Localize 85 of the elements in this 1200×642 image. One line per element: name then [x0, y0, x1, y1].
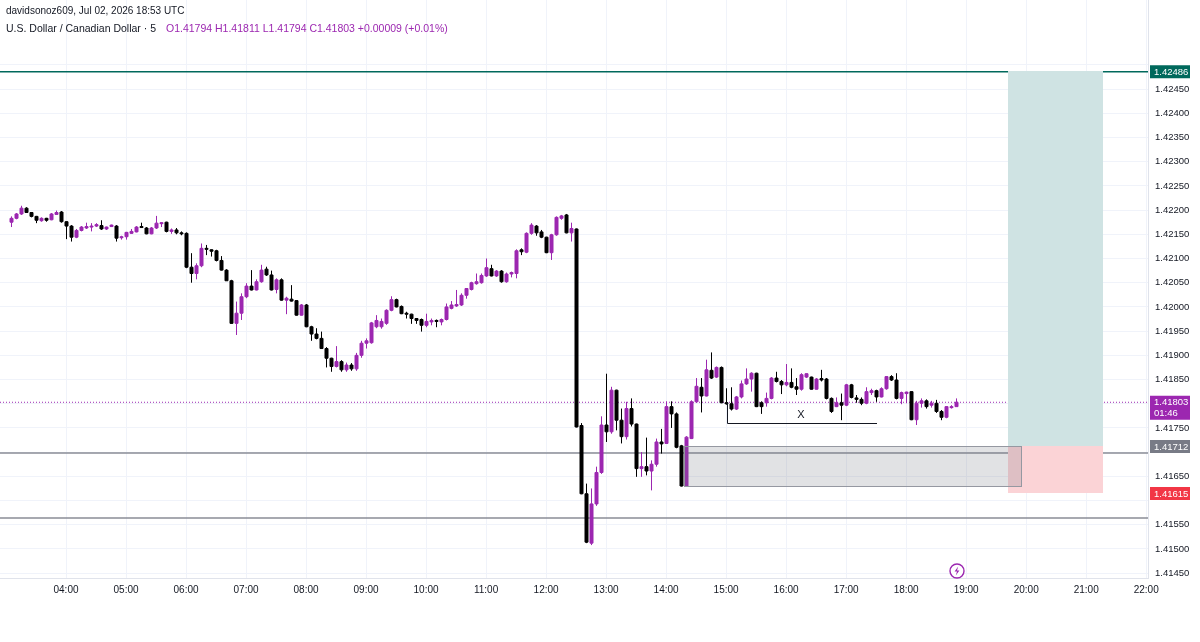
candlestick	[519, 247, 524, 256]
x-tick-label: 11:00	[473, 583, 499, 595]
candlestick	[639, 451, 644, 478]
text: O1.41794 H1.41811 L1.41794 C1.41803 +0.00009 (+0.01%)	[165, 22, 448, 34]
candlestick	[699, 377, 704, 413]
x-tick-label: 05:00	[113, 583, 139, 595]
candlestick	[814, 377, 819, 391]
x-tick-label: 07:00	[233, 583, 259, 595]
y-tick-label: 1.42450	[1155, 82, 1190, 94]
ref-line-label: 1.41803 01:46	[1154, 396, 1189, 419]
x-tick-label: 10:00	[413, 583, 440, 595]
candlestick	[99, 219, 104, 231]
candlestick	[784, 363, 789, 387]
y-tick-label: 1.42000	[1155, 300, 1190, 312]
candlestick	[164, 221, 169, 233]
x-tick-label: 14:00	[653, 583, 680, 595]
y-tick-label: 1.42250	[1155, 179, 1190, 191]
y-tick-label: 1.42300	[1155, 155, 1190, 167]
candlestick	[284, 296, 289, 315]
candlestick	[609, 386, 614, 435]
candlestick	[564, 213, 569, 234]
candlestick	[299, 303, 304, 317]
y-tick-label: 1.42350	[1155, 131, 1190, 143]
y-tick-label: 1.41850	[1155, 373, 1190, 385]
candlestick	[274, 277, 279, 294]
candlestick	[909, 390, 914, 421]
candlestick	[834, 396, 839, 408]
candlestick	[344, 362, 349, 373]
x-tick-label: 21:00	[1073, 583, 1100, 595]
x-tick-label: 17:00	[833, 583, 860, 595]
candlestick	[499, 269, 504, 284]
x-tick-label: 20:00	[1013, 583, 1040, 595]
y-tick-label: 1.41450	[1155, 566, 1190, 578]
x-tick-label: 04:00	[53, 583, 79, 595]
x-tick-label: 22:00	[1133, 583, 1160, 595]
x-tick-label: 18:00	[893, 583, 920, 595]
x-tick-label: 15:00	[713, 583, 740, 595]
candlestick	[664, 400, 669, 445]
candlestick	[704, 359, 709, 397]
candlestick	[489, 264, 494, 277]
candlestick	[809, 376, 814, 391]
candlestick	[334, 345, 339, 368]
ref-line-label: 1.42486	[1154, 65, 1189, 77]
x-tick-label: 06:00	[173, 583, 199, 595]
candlestick	[874, 389, 879, 403]
candlestick	[39, 216, 44, 223]
text: 1.41615	[1150, 487, 1190, 500]
x-tick-label: 08:00	[293, 583, 319, 595]
y-tick-label: 1.41900	[1155, 348, 1190, 360]
candlestick	[114, 224, 119, 243]
annotation: X	[797, 408, 805, 420]
candlestick	[44, 217, 49, 223]
x-tick-label: 19:00	[953, 583, 980, 595]
candlestick	[434, 319, 439, 328]
y-tick-label: 1.41500	[1155, 542, 1190, 554]
x-tick-label: 16:00	[773, 583, 800, 595]
y-tick-label: 1.41950	[1155, 324, 1190, 336]
candlestick	[494, 269, 499, 278]
y-tick-label: 1.42400	[1155, 106, 1190, 118]
candlestick	[659, 428, 664, 455]
y-tick-label: 1.42200	[1155, 203, 1190, 215]
text: 1.41712	[1150, 440, 1190, 453]
x-tick-label: 09:00	[353, 583, 380, 595]
candlestick	[709, 351, 714, 380]
text: U.S. Dollar / Canadian Dollar · 5	[6, 22, 156, 34]
candlestick	[604, 373, 609, 443]
candlestick	[924, 398, 929, 410]
y-tick-label: 1.42050	[1155, 276, 1190, 288]
y-tick-label: 1.41650	[1155, 469, 1190, 481]
candlestick	[279, 277, 284, 302]
candlestick	[169, 227, 174, 235]
candlestick	[644, 437, 649, 476]
candlestick	[349, 362, 354, 372]
candlestick	[339, 359, 344, 373]
x-tick-label: 13:00	[593, 583, 620, 595]
candlestick	[839, 393, 844, 421]
candlestick	[569, 222, 574, 243]
y-tick-label: 1.41750	[1155, 421, 1190, 433]
y-tick-label: 1.42100	[1155, 252, 1190, 264]
y-tick-label: 1.42150	[1155, 227, 1190, 239]
candlestick	[714, 365, 719, 379]
x-tick-label: 12:00	[533, 583, 560, 595]
y-tick-label: 1.41550	[1155, 518, 1190, 530]
candlestick	[249, 269, 254, 291]
annotation: davidsonoz609, Jul 02, 2026 18:53 UTC	[6, 5, 185, 16]
